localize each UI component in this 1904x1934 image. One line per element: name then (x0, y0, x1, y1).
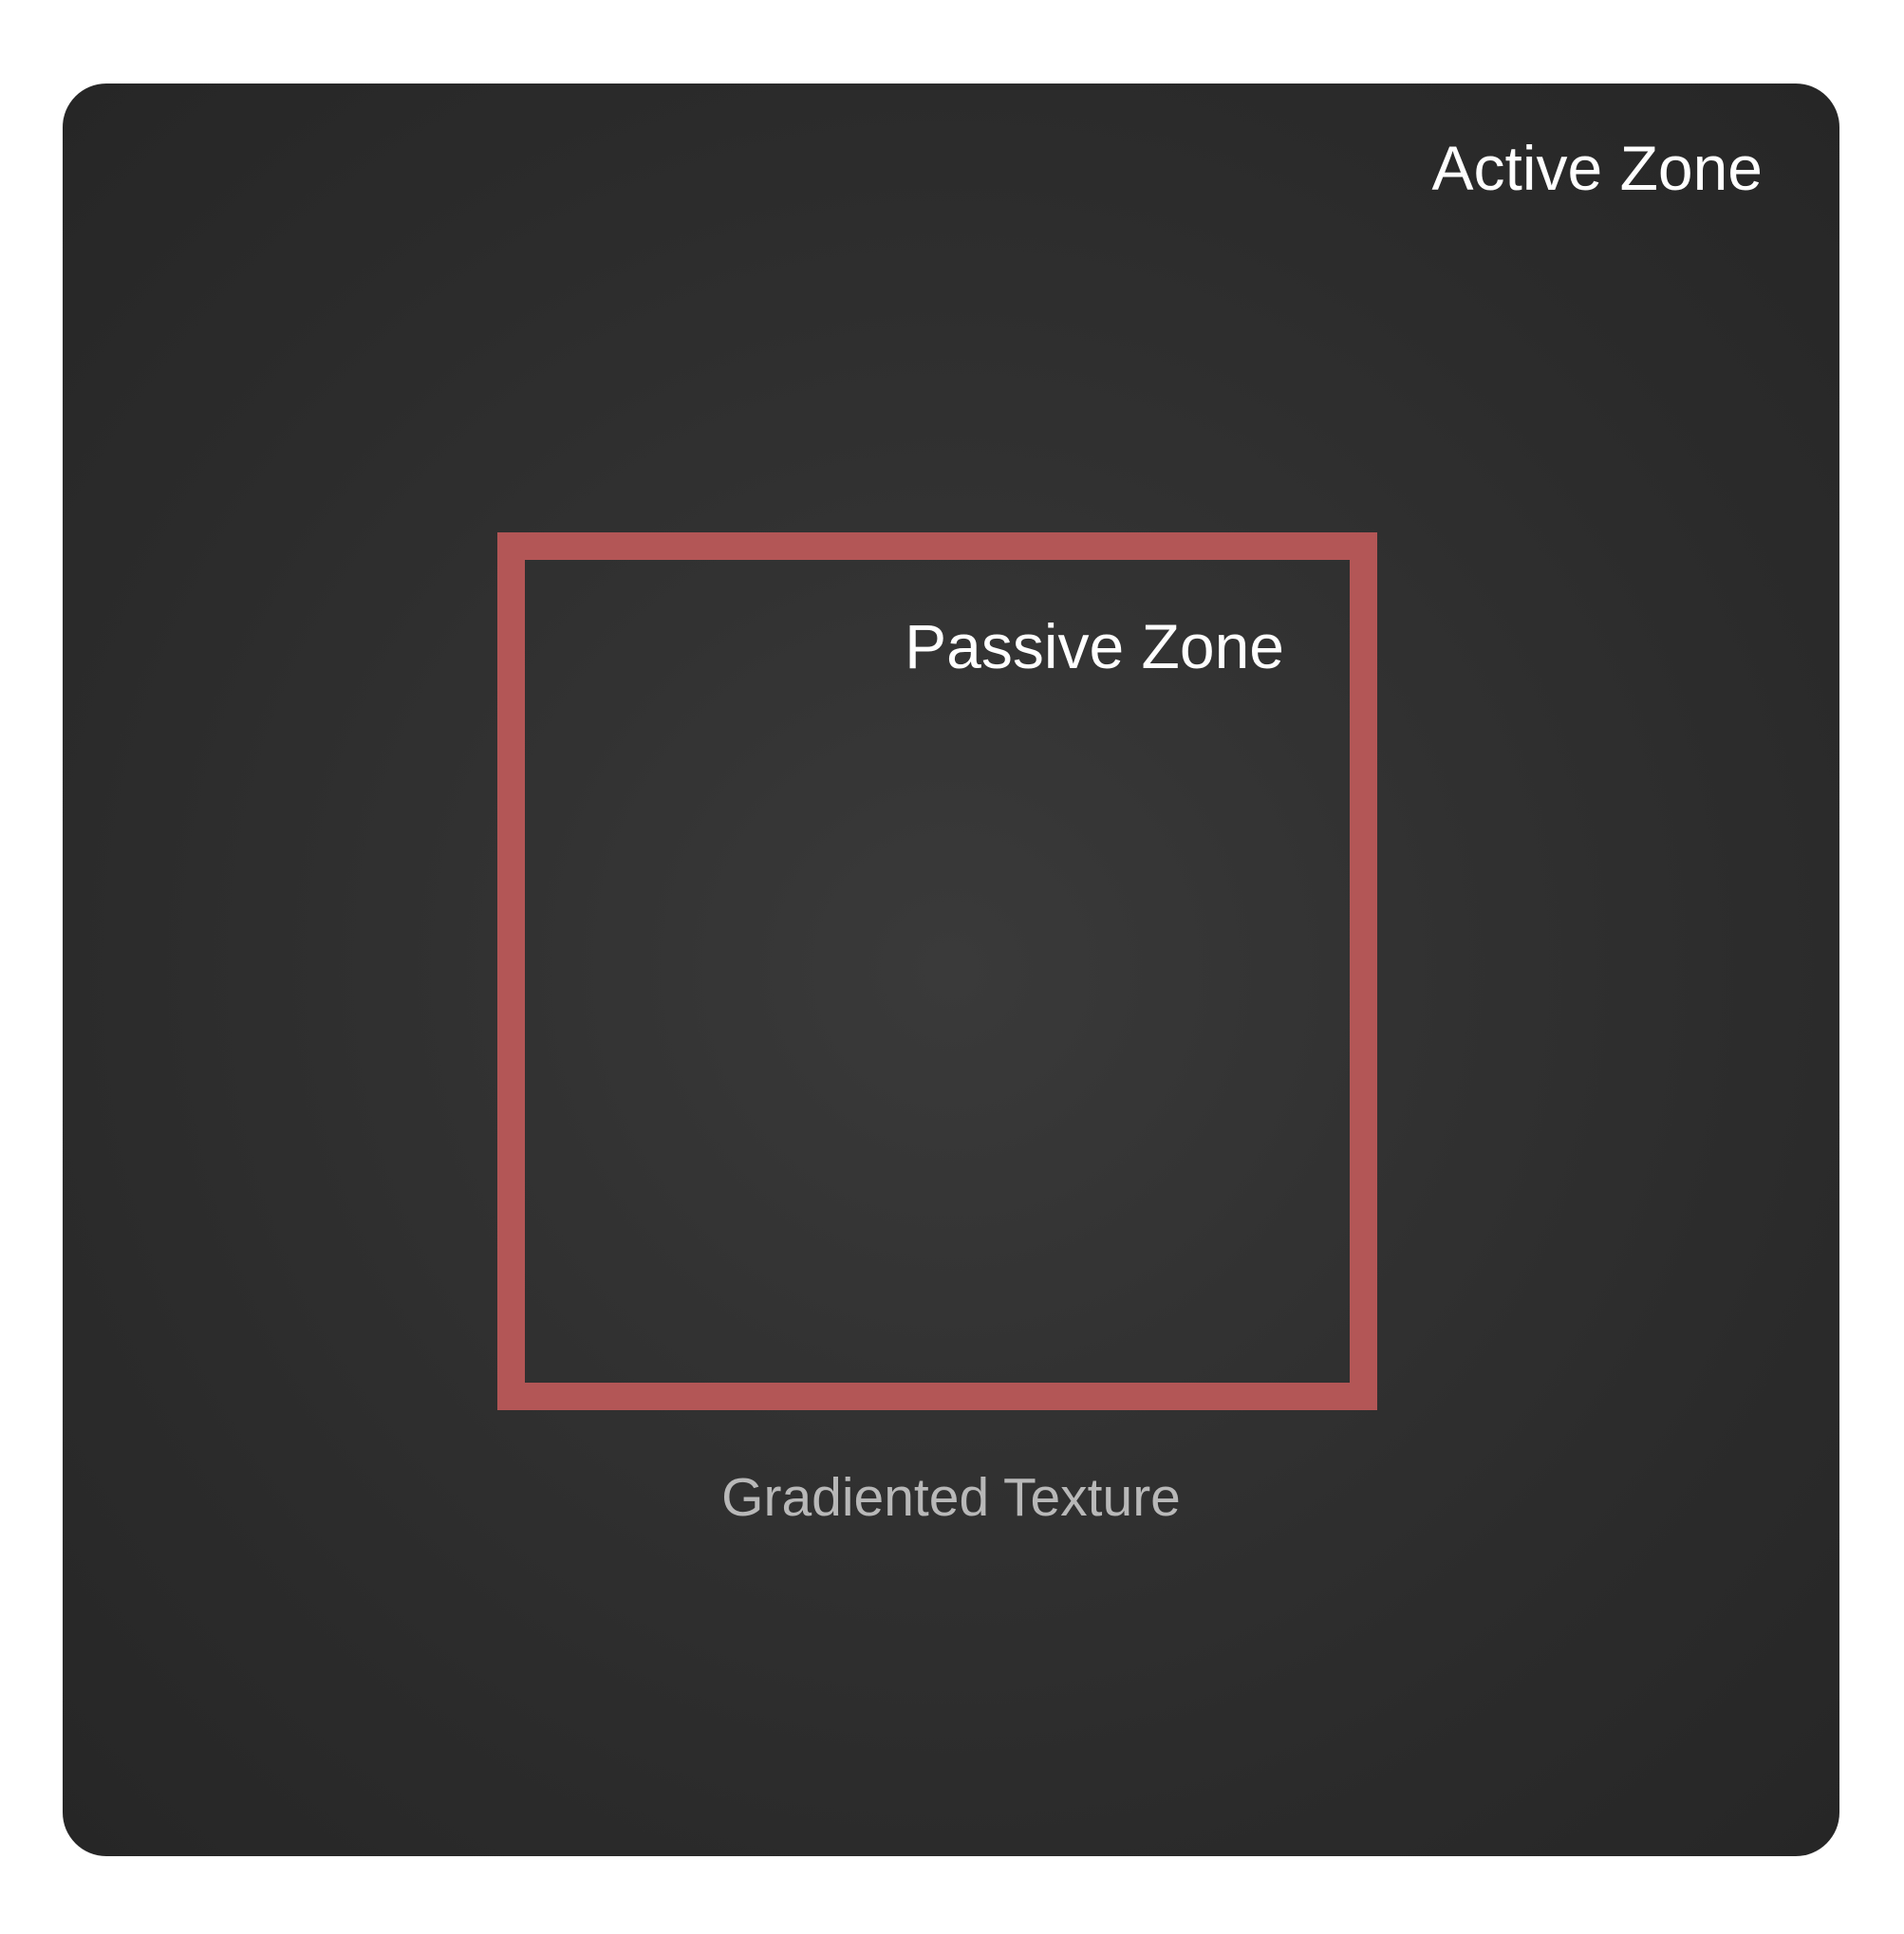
gradiented-texture-label: Gradiented Texture (721, 1467, 1181, 1528)
active-zone-panel: Active Zone Passive Zone Gradiented Text… (63, 84, 1839, 1856)
active-zone-label: Active Zone (1431, 133, 1764, 203)
passive-zone-frame: Passive Zone (497, 532, 1377, 1410)
passive-zone-label: Passive Zone (905, 611, 1284, 681)
